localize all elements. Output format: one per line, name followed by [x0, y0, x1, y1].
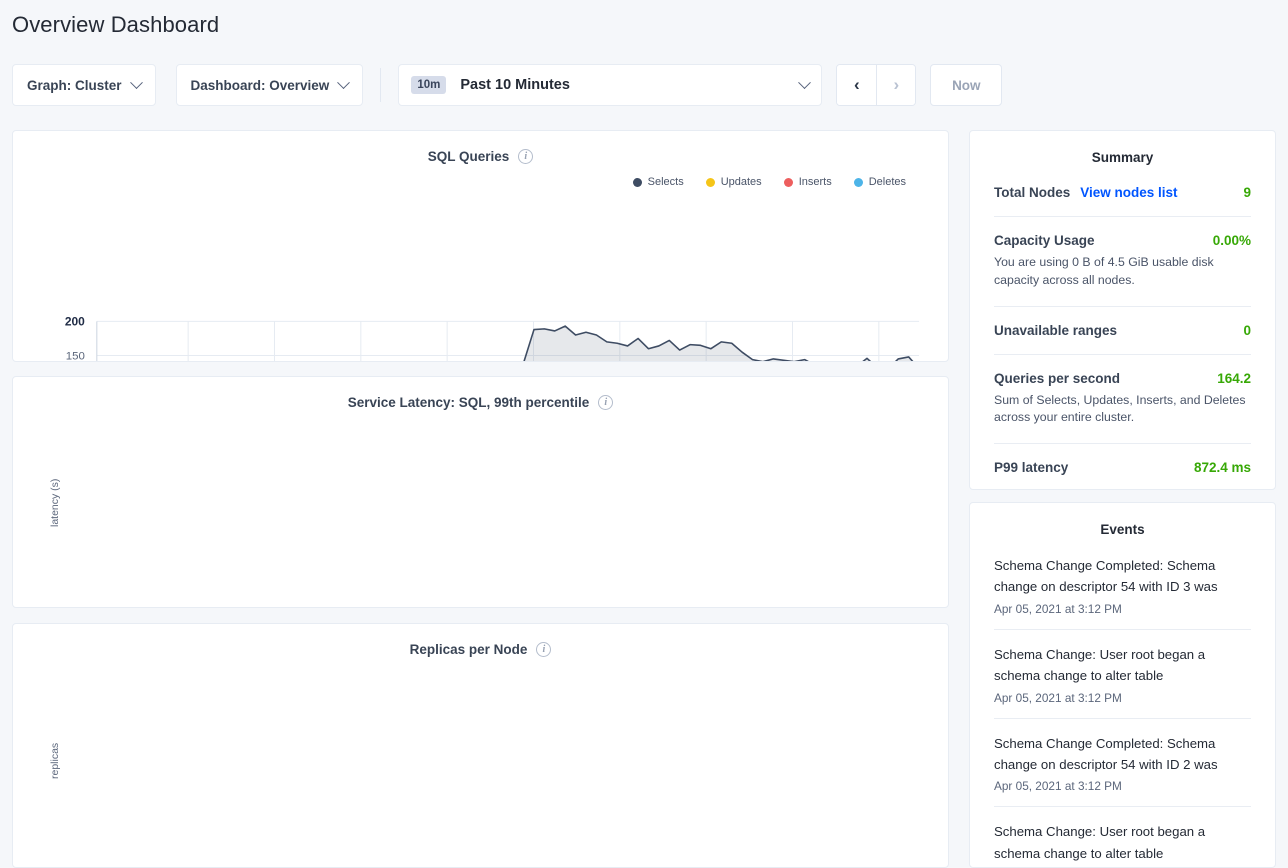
- summary-value: 0.00%: [1212, 233, 1251, 248]
- summary-value: 0: [1243, 322, 1251, 338]
- list-item[interactable]: Schema Change Completed: Schema change o…: [994, 717, 1251, 807]
- chart-legend-sql-queries: Selects Updates Inserts Deletes: [632, 176, 906, 188]
- chart-card-sql-queries: SQL Queries i Selects Updates Inserts De…: [12, 130, 949, 423]
- chart-title-text: SQL Queries: [427, 149, 510, 164]
- events-title: Events: [1100, 522, 1145, 537]
- event-text: Schema Change Completed: Schema change o…: [994, 558, 1218, 595]
- event-timestamp: Apr 05, 2021 at 3:12 PM: [994, 690, 1122, 705]
- dashboard-select-label: Dashboard: Overview: [190, 77, 330, 93]
- chart-title-text: Replicas per Node: [409, 642, 528, 657]
- summary-label: Total Nodes: [994, 185, 1071, 200]
- graph-select[interactable]: Graph: Cluster: [12, 64, 156, 106]
- events-list: Schema Change Completed: Schema change o…: [970, 541, 1275, 868]
- list-item[interactable]: Schema Change: User root began a schema …: [994, 628, 1251, 718]
- summary-label: Capacity Usage: [994, 233, 1095, 248]
- event-timestamp: Apr 05, 2021 at 3:12 PM: [994, 601, 1122, 616]
- chevron-down-icon: [129, 75, 143, 89]
- previous-range-button[interactable]: ‹: [837, 65, 877, 105]
- summary-row-p99-latency: P99 latency 872.4 ms: [994, 443, 1251, 475]
- summary-description: Sum of Selects, Updates, Inserts, and De…: [994, 392, 1246, 425]
- chart-title-text: Service Latency: SQL, 99th percentile: [347, 395, 590, 410]
- summary-description: You are using 0 B of 4.5 GiB usable disk…: [994, 255, 1214, 287]
- legend-swatch-deletes: [853, 177, 863, 187]
- next-range-button[interactable]: ›: [876, 65, 916, 105]
- event-text: Schema Change: User root began a schema …: [994, 646, 1206, 684]
- svg-text:150: 150: [66, 351, 85, 361]
- summary-row-capacity-usage: Capacity Usage 0.00% You are using 0 B o…: [994, 216, 1251, 290]
- legend-label-updates: Updates: [720, 176, 762, 188]
- legend-label-selects: Selects: [647, 176, 684, 188]
- chart-card-replicas-per-node: Replicas per Node i replicas 020406015:2…: [12, 623, 949, 868]
- plot-replicas-per-node[interactable]: 020406015:2915:3015:3115:3215:3315:3415:…: [13, 624, 948, 867]
- dashboard-select[interactable]: Dashboard: Overview: [175, 64, 364, 106]
- svg-text:200: 200: [65, 314, 85, 328]
- summary-panel: Summary Total Nodes View nodes list 9 Ca…: [969, 130, 1276, 490]
- event-timestamp: Apr 05, 2021 at 3:12 PM: [994, 779, 1122, 794]
- event-text: Schema Change Completed: Schema change o…: [994, 735, 1218, 772]
- legend-item-updates[interactable]: Updates: [705, 176, 762, 188]
- time-range-badge: 10m: [411, 76, 447, 94]
- time-range-label: Past 10 Minutes: [460, 77, 570, 93]
- plot-sql-queries[interactable]: 05010015020015:2915:3015:3115:3215:3315:…: [13, 131, 948, 361]
- summary-label: Unavailable ranges: [994, 322, 1118, 338]
- summary-rows: Total Nodes View nodes list 9 Capacity U…: [970, 169, 1275, 475]
- summary-row-unavailable-ranges: Unavailable ranges 0: [994, 305, 1251, 338]
- legend-label-inserts: Inserts: [798, 176, 832, 188]
- events-panel: Events Schema Change Completed: Schema c…: [969, 502, 1276, 868]
- toolbar: Graph: Cluster Dashboard: Overview 10m P…: [12, 64, 1003, 106]
- legend-swatch-inserts: [783, 177, 793, 187]
- summary-value: 164.2: [1217, 370, 1251, 386]
- summary-label: P99 latency: [994, 460, 1069, 476]
- page-title: Overview Dashboard: [12, 12, 220, 37]
- info-icon[interactable]: i: [518, 149, 534, 164]
- chart-title-sql-queries: SQL Queries i: [13, 149, 948, 164]
- chart-card-service-latency: Service Latency: SQL, 99th percentile i …: [12, 376, 949, 608]
- summary-title: Summary: [1091, 150, 1154, 165]
- chart-title-service-latency: Service Latency: SQL, 99th percentile i: [13, 395, 948, 410]
- legend-swatch-selects: [632, 177, 642, 187]
- now-button[interactable]: Now: [930, 64, 1003, 106]
- summary-label: Queries per second: [994, 370, 1121, 386]
- list-item[interactable]: Schema Change Completed: Schema change o…: [994, 541, 1251, 629]
- summary-value: 872.4 ms: [1193, 460, 1251, 476]
- chart-title-replicas-per-node: Replicas per Node i: [13, 642, 948, 657]
- plot-service-latency[interactable]: 0.00.40.81.21.615:2915:3015:3115:3215:33…: [13, 377, 948, 607]
- info-icon[interactable]: i: [536, 642, 552, 657]
- graph-select-label: Graph: Cluster: [27, 77, 122, 93]
- summary-value: 9: [1243, 185, 1251, 200]
- time-range-picker[interactable]: 10m Past 10 Minutes: [398, 64, 823, 106]
- list-item[interactable]: Schema Change: User root began a schema …: [994, 806, 1251, 868]
- chevron-down-icon: [337, 75, 351, 89]
- legend-item-inserts[interactable]: Inserts: [783, 176, 832, 188]
- time-nav-group: ‹ ›: [836, 64, 917, 106]
- event-text: Schema Change: User root began a schema …: [994, 824, 1206, 861]
- toolbar-divider: [380, 68, 382, 102]
- view-nodes-list-link[interactable]: View nodes list: [1080, 185, 1178, 200]
- summary-row-total-nodes: Total Nodes View nodes list 9: [994, 169, 1251, 200]
- summary-row-queries-per-second: Queries per second 164.2 Sum of Selects,…: [994, 353, 1251, 428]
- legend-item-selects[interactable]: Selects: [632, 176, 684, 188]
- legend-swatch-updates: [705, 177, 715, 187]
- legend-label-deletes: Deletes: [868, 176, 906, 188]
- info-icon[interactable]: i: [598, 395, 614, 410]
- legend-item-deletes[interactable]: Deletes: [853, 176, 906, 188]
- chevron-down-icon: [798, 75, 812, 89]
